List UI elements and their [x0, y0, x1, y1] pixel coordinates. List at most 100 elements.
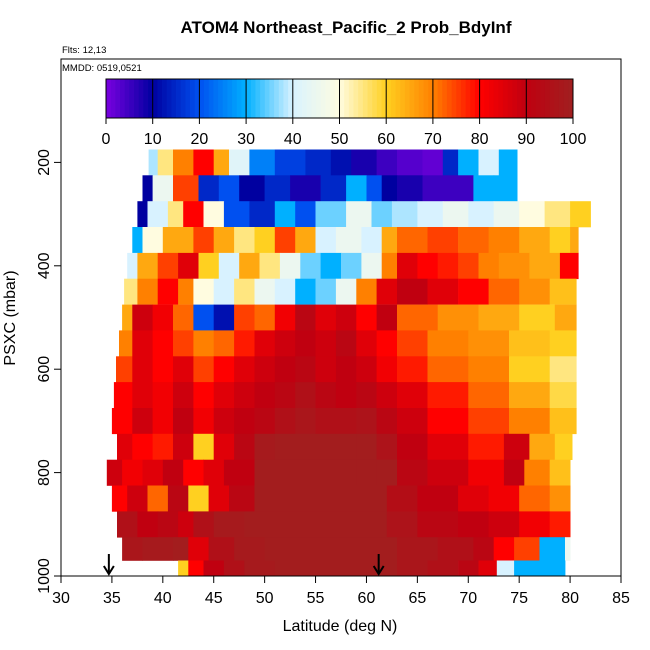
x-tick-label: 30	[52, 590, 70, 607]
heatmap-cell	[397, 304, 439, 331]
heatmap-cell	[503, 459, 525, 486]
colorbar-tick-label: 70	[424, 131, 442, 148]
colorbar-swatch	[255, 79, 261, 118]
colorbar-swatch	[260, 79, 266, 118]
colorbar-swatch	[386, 79, 392, 118]
heatmap-cell	[488, 511, 520, 538]
heatmap-cell	[157, 252, 179, 280]
heatmap-cell	[468, 356, 510, 383]
y-tick-label: 400	[36, 252, 53, 279]
heatmap-cell	[208, 485, 230, 512]
heatmap-cell	[356, 459, 378, 486]
heatmap-cell	[397, 252, 418, 280]
heatmap-cell	[397, 560, 428, 577]
heatmap-cell	[132, 330, 154, 357]
heatmap-cell	[458, 560, 479, 577]
colorbar-swatch	[213, 79, 219, 118]
heatmap-cell	[397, 408, 428, 435]
heatmap-cell	[244, 560, 276, 577]
colorbar-tick-label: 90	[517, 131, 535, 148]
heatmap-cell	[529, 252, 561, 280]
colorbar-swatch	[372, 79, 378, 118]
heatmap-cell	[148, 149, 159, 176]
heatmap-cell	[376, 304, 398, 331]
heatmap-cell	[549, 227, 571, 254]
heatmap-cell	[142, 227, 164, 254]
heatmap-cell	[427, 382, 469, 409]
colorbar-swatch	[362, 79, 368, 118]
colorbar-swatch	[199, 79, 205, 118]
colorbar-swatch	[232, 79, 238, 118]
heatmap-cell	[422, 175, 454, 202]
colorbar-swatch	[283, 79, 289, 118]
heatmap-cell	[397, 537, 439, 561]
colorbar-swatch	[190, 79, 196, 118]
heatmap-cell	[254, 278, 276, 305]
colorbar-swatch	[563, 79, 569, 118]
heatmap-cell	[427, 433, 469, 460]
heatmap-cell	[417, 485, 459, 512]
colorbar-swatch	[568, 79, 574, 118]
colorbar-swatch	[334, 79, 340, 118]
heatmap-cell	[498, 149, 518, 176]
heatmap-cell	[137, 278, 159, 305]
colorbar-swatch	[414, 79, 420, 118]
colorbar-swatch	[325, 79, 331, 118]
heatmap-cell	[509, 382, 551, 409]
heatmap-cell	[274, 201, 296, 228]
colorbar-swatch	[204, 79, 210, 118]
location-markers	[103, 554, 385, 576]
heatmap-cell	[468, 201, 495, 228]
heatmap-cell	[132, 304, 154, 331]
heatmap-cell	[478, 560, 498, 577]
heatmap-cell	[157, 149, 174, 176]
x-tick-label: 45	[205, 590, 223, 607]
heatmap-cell	[376, 459, 398, 486]
colorbar-swatch	[423, 79, 429, 118]
heatmap-cell	[193, 330, 215, 357]
y-tick-label: 800	[36, 459, 53, 486]
heatmap-cell	[442, 149, 459, 176]
heatmap-cell	[437, 304, 479, 331]
heatmap-cell	[554, 433, 573, 460]
heatmap-cell	[427, 560, 459, 577]
heatmap-cell	[223, 459, 255, 486]
heatmap-cell	[397, 433, 428, 460]
colorbar-swatch	[143, 79, 149, 118]
heatmap-cell	[203, 201, 225, 228]
colorbar-swatch	[540, 79, 546, 118]
heatmap-cell	[193, 382, 215, 409]
heatmap-cell	[234, 433, 255, 460]
heatmap-cell	[229, 149, 250, 176]
heatmap-cell	[234, 278, 255, 305]
heatmap-cell	[198, 175, 220, 202]
heatmap-cell	[549, 278, 577, 305]
colorbar-tick-label: 100	[560, 131, 587, 148]
heatmap-cell	[496, 560, 515, 577]
colorbar-swatch	[390, 79, 396, 118]
heatmap-cell	[295, 201, 316, 228]
heatmap-cell	[147, 485, 169, 512]
flights-note: Flts: 12,13	[62, 45, 106, 56]
heatmap-cell	[381, 175, 398, 202]
colorbar-swatch	[124, 79, 130, 118]
heatmap-cell	[493, 201, 520, 228]
heatmap-cell	[122, 459, 143, 486]
heatmap-cell	[335, 382, 357, 409]
heatmap-cell	[249, 149, 276, 176]
heatmap-cell	[346, 201, 372, 228]
heatmap-cell	[234, 356, 255, 383]
heatmap-cell	[193, 511, 215, 538]
heatmap-cell	[381, 252, 398, 280]
heatmap-cell	[193, 433, 215, 460]
heatmap-cell	[473, 537, 495, 561]
colorbar-swatch	[157, 79, 163, 118]
heatmap-cell	[249, 201, 276, 228]
heatmap-cell	[218, 175, 240, 202]
colorbar-swatch	[115, 79, 121, 118]
heatmap-cell	[458, 252, 479, 280]
colorbar-swatch	[148, 79, 154, 118]
colorbar-swatch	[106, 79, 112, 118]
heatmap-cell	[366, 537, 398, 561]
heatmap-cell	[274, 304, 296, 331]
